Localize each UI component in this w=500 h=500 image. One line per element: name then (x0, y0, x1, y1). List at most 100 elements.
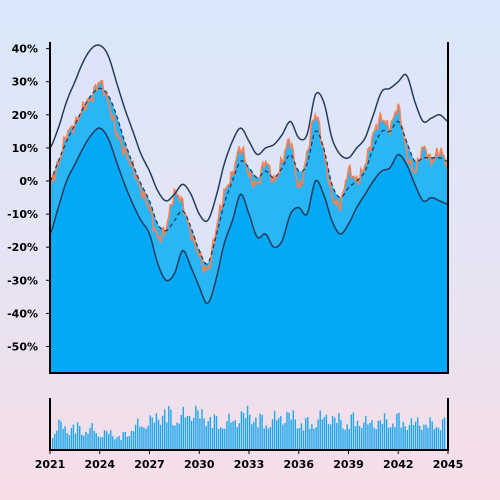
volume-bar (143, 427, 145, 450)
volume-bar (120, 440, 122, 450)
volume-bar (267, 428, 270, 450)
volume-bar (253, 421, 255, 450)
volume-bar (161, 415, 164, 450)
volume-bar (402, 421, 404, 450)
volume-bar (400, 427, 402, 450)
main-plot-area: 40% 30% 20% 10% 0% -10% -20% -30% -40% -50% (7, 42, 449, 374)
y-tick-label: 0% (19, 175, 38, 188)
volume-bar (205, 426, 207, 450)
volume-bar (290, 419, 292, 450)
volume-bar (280, 416, 282, 450)
volume-bar (367, 424, 369, 450)
volume-bar (118, 435, 120, 450)
x-tick-label: 2045 (433, 458, 464, 471)
volume-bar (327, 423, 330, 450)
volume-bar (419, 425, 421, 450)
volume-bar (122, 432, 124, 450)
volume-bar (147, 426, 149, 450)
volume-bar (348, 429, 350, 450)
volume-bar (176, 422, 178, 450)
volume-bar (381, 423, 384, 450)
volume-bar (361, 428, 363, 450)
volume-bar (168, 405, 170, 450)
x-tick-label: 2030 (184, 458, 215, 471)
volume-bar (259, 413, 261, 450)
volume-bar (244, 418, 247, 450)
upper-band-fill (50, 45, 448, 264)
volume-bar (226, 421, 228, 450)
volume-bar (215, 416, 218, 450)
volume-bar (124, 431, 126, 450)
volume-bar (141, 426, 143, 450)
volume-bar (87, 433, 89, 450)
y-tick-label: -20% (7, 241, 38, 254)
x-tick-label: 2021 (35, 458, 66, 471)
volume-bar (151, 417, 153, 450)
volume-bar (414, 421, 417, 450)
x-axis-ticks: 2021 2024 2027 2030 2033 2036 2039 2042 2045 (35, 450, 464, 471)
volume-bar (294, 419, 296, 450)
x-tick-label: 2033 (234, 458, 265, 471)
volume-bar (251, 424, 253, 450)
volume-bar (72, 424, 75, 450)
volume-bar (305, 418, 307, 450)
volume-bar (346, 424, 348, 450)
volume-bar (375, 429, 377, 450)
volume-bar (66, 433, 68, 450)
volume-bar (431, 421, 433, 450)
volume-bar (203, 418, 205, 450)
volume-bar (197, 410, 199, 450)
x-tick-label: 2027 (134, 458, 165, 471)
volume-bar (93, 430, 95, 450)
volume-bar (404, 426, 406, 450)
volume-bar (85, 432, 87, 450)
volume-bar (435, 427, 437, 450)
volume-bar (62, 428, 64, 450)
y-tick-label: 10% (12, 142, 38, 155)
volume-bar (352, 412, 355, 450)
volume-bars (52, 405, 446, 450)
volume-bar (236, 427, 238, 450)
volume-bar (114, 439, 116, 450)
volume-bar (296, 428, 299, 450)
volume-bar (224, 428, 226, 450)
volume-bar (417, 417, 419, 450)
volume-bar (269, 427, 272, 450)
x-tick-label: 2024 (84, 458, 115, 471)
volume-bar (321, 419, 323, 450)
volume-bar (170, 409, 172, 450)
volume-bar (276, 420, 278, 450)
y-axis-ticks: 40% 30% 20% 10% 0% -10% -20% -30% -40% -50% (7, 43, 50, 354)
volume-bar (429, 417, 431, 450)
y-tick-label: 40% (12, 43, 38, 56)
volume-bar (79, 425, 81, 450)
lower-band-line (49, 127, 449, 305)
volume-bar (211, 428, 214, 450)
volume-bar (356, 420, 359, 450)
volume-bar (387, 427, 390, 450)
upper-band-line (49, 44, 449, 223)
volume-bar (134, 424, 137, 450)
volume-bar (300, 423, 303, 450)
volume-bar (174, 425, 176, 450)
volume-bar (261, 414, 263, 450)
volume-bar (365, 415, 367, 450)
volume-bar (377, 420, 379, 450)
volume-bar (242, 412, 245, 450)
volume-bar (425, 424, 427, 450)
main-axes-frame (49, 42, 449, 374)
volume-bar (340, 420, 342, 450)
moving-average-line (49, 87, 449, 265)
volume-bar (408, 425, 411, 450)
volume-bar (338, 413, 340, 450)
volume-bar (238, 423, 240, 450)
volume-bar (228, 413, 230, 450)
volume-bar (52, 438, 54, 450)
volume-bar (443, 417, 446, 450)
volume-bar (190, 420, 193, 450)
volume-bar (392, 423, 394, 450)
volume-bar (195, 405, 197, 450)
volume-bar (427, 427, 429, 450)
x-tick-label: 2036 (283, 458, 314, 471)
volume-bar (116, 437, 118, 450)
